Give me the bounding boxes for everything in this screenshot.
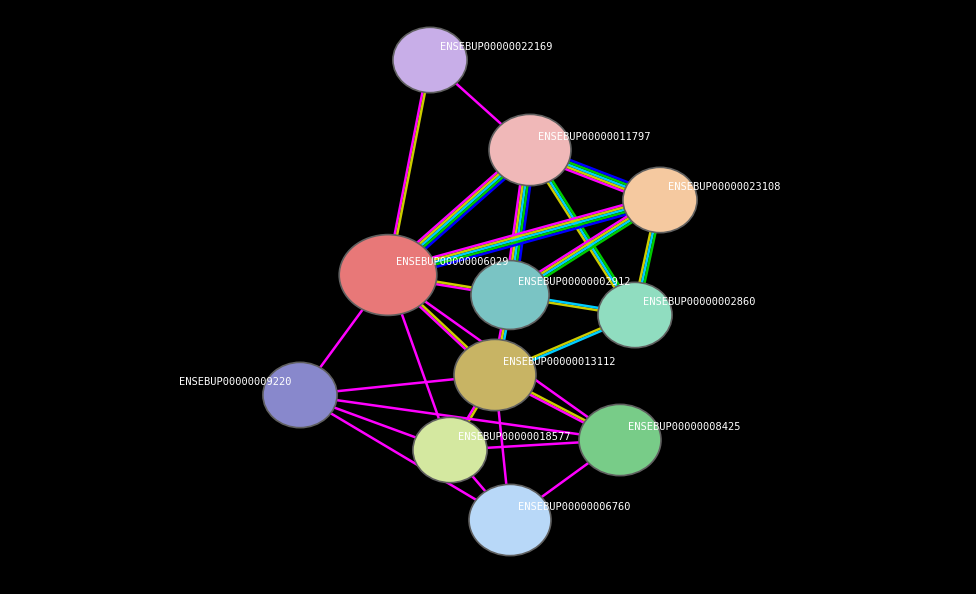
Text: ENSEBUP00000002912: ENSEBUP00000002912 — [518, 277, 630, 287]
Ellipse shape — [471, 261, 549, 330]
Ellipse shape — [340, 235, 437, 315]
Ellipse shape — [598, 282, 672, 347]
Text: ENSEBUP00000023108: ENSEBUP00000023108 — [668, 182, 781, 192]
Text: ENSEBUP00000008425: ENSEBUP00000008425 — [628, 422, 741, 432]
Ellipse shape — [489, 115, 571, 186]
Text: ENSEBUP00000006029: ENSEBUP00000006029 — [396, 257, 508, 267]
Text: ENSEBUP00000002860: ENSEBUP00000002860 — [643, 297, 755, 307]
Text: ENSEBUP00000009220: ENSEBUP00000009220 — [180, 377, 292, 387]
Ellipse shape — [393, 27, 468, 93]
Ellipse shape — [623, 168, 697, 233]
Ellipse shape — [413, 418, 487, 483]
Text: ENSEBUP00000006760: ENSEBUP00000006760 — [518, 502, 630, 512]
Ellipse shape — [579, 405, 661, 476]
Ellipse shape — [469, 484, 551, 555]
Ellipse shape — [454, 339, 536, 410]
Text: ENSEBUP00000018577: ENSEBUP00000018577 — [458, 432, 571, 442]
Ellipse shape — [263, 362, 337, 428]
Text: ENSEBUP00000013112: ENSEBUP00000013112 — [503, 357, 616, 367]
Text: ENSEBUP00000011797: ENSEBUP00000011797 — [538, 132, 650, 142]
Text: ENSEBUP00000022169: ENSEBUP00000022169 — [440, 42, 552, 52]
